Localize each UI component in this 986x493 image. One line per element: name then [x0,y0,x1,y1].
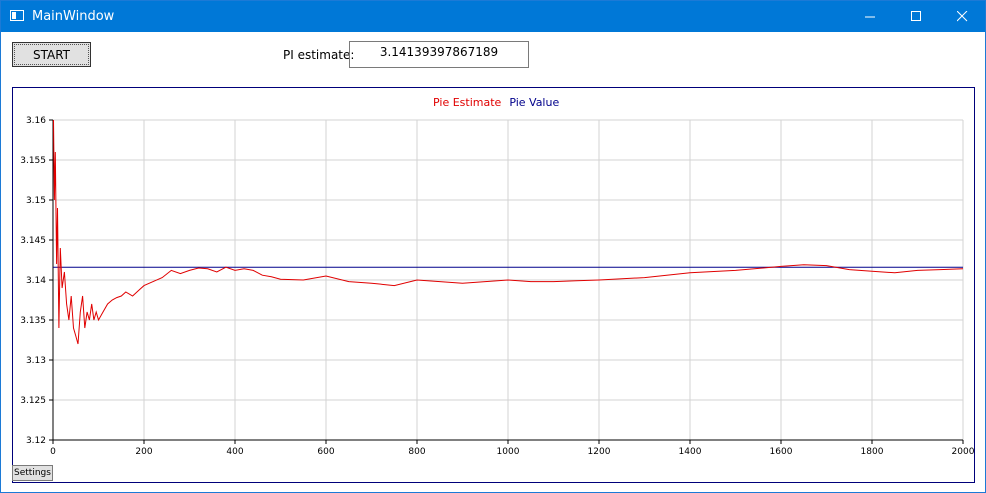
x-tick-label: 1800 [861,447,884,457]
x-tick-label: 1000 [497,447,520,457]
chart-panel: 0 200 400 600 800 1000 1200 1400 1600 1800 2000 3.1… [12,87,975,483]
y-tick-label: 3.12 [26,436,46,446]
maximize-icon [910,11,921,21]
window-title: MainWindow [32,9,115,24]
x-tick-label: 600 [317,447,334,457]
x-tick-label: 200 [135,447,152,457]
x-tick-label: 1200 [588,447,611,457]
close-button[interactable] [939,1,985,32]
y-tick-label: 3.135 [20,316,46,326]
minimize-icon [864,16,875,18]
settings-button[interactable]: Settings [12,465,53,481]
title-bar[interactable]: MainWindow [1,1,985,32]
pi-chart: 0 200 400 600 800 1000 1200 1400 1600 1800 2000 3.1… [20,96,974,457]
x-tick-label: 2000 [952,447,974,457]
x-tick-label: 1600 [770,447,793,457]
legend-entry: Pie Value [509,96,559,109]
y-tick-label: 3.145 [20,236,46,246]
y-tick-label: 3.13 [26,356,46,366]
x-tick-label: 1400 [679,447,702,457]
y-tick-label: 3.125 [20,396,46,406]
legend-entry: Pie Estimate [433,96,502,109]
x-tick-label: 800 [408,447,425,457]
x-tick-label: 400 [226,447,243,457]
minimize-button[interactable] [847,1,893,32]
y-tick-label: 3.15 [26,196,46,206]
y-tick-label: 3.16 [26,116,46,126]
y-tick-label: 3.155 [20,156,46,166]
window-app-icon [10,10,24,21]
x-tick-label: 0 [50,447,56,457]
close-icon [956,11,967,22]
start-button[interactable]: START [12,42,91,67]
maximize-button[interactable] [893,1,939,32]
series-line-pie-estimate [53,119,964,345]
y-tick-label: 3.14 [26,276,46,286]
legend: Pie Estimate Pie Value [433,96,559,109]
pi-estimate-label: PI estimate: [283,48,355,62]
pi-estimate-field[interactable]: 3.14139397867189 [349,41,529,68]
